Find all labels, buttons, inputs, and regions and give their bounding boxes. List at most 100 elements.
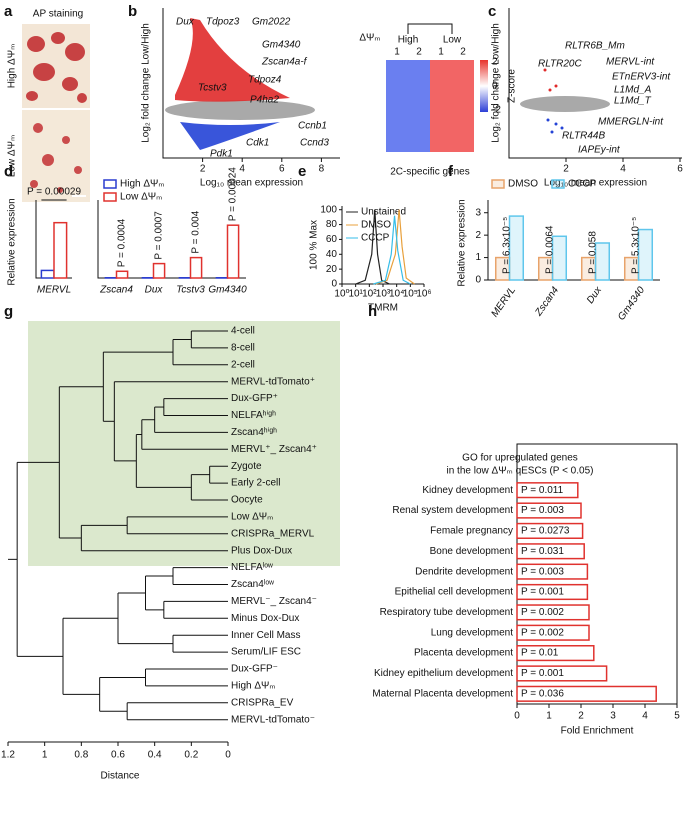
category-label: Kidney development: [422, 485, 513, 496]
legend-label: CCCP: [568, 179, 597, 190]
te-label: L1Md_T: [614, 96, 652, 107]
y-tick-label: 20: [326, 264, 338, 275]
gene-label: Ccnd3: [300, 138, 329, 149]
replicate-label: 1: [394, 47, 400, 58]
p-value: P = 0.004: [191, 210, 202, 253]
leaf-label: Oocyte: [231, 495, 263, 506]
category-label: Renal system development: [392, 505, 513, 516]
y-tick-label: 2: [475, 230, 481, 241]
gene-label: Cdk1: [246, 138, 269, 149]
x-tick-label: 10⁵: [403, 289, 418, 300]
gene-label: Pdk1: [210, 149, 233, 160]
x-tick-label: Dux: [145, 285, 164, 296]
bar: [516, 624, 590, 641]
leaf-label: NELFAˡᵒʷ: [231, 562, 273, 573]
x-tick-label: Tcstv3: [176, 285, 205, 296]
p-value: P = 0.001: [521, 587, 564, 598]
bar: [516, 583, 589, 601]
p-value: P = 0.003: [521, 505, 564, 516]
point-cloud: [165, 100, 315, 120]
x-tick-label: Zscan4: [99, 285, 133, 296]
bar: [516, 502, 582, 519]
bar: [516, 482, 579, 499]
colorbar-tick: 2: [492, 57, 498, 68]
up-points: [175, 18, 290, 102]
down-points: [546, 118, 564, 134]
heatmap-high: [386, 60, 430, 152]
x-tick-label: 0.4: [148, 750, 162, 761]
heatmap-low: [430, 60, 474, 152]
bar: [516, 604, 590, 621]
leaf-label: Dux-GFP⁺: [231, 393, 278, 404]
p-value: P = 5.3x10⁻⁵: [630, 217, 641, 274]
legend-swatch: [103, 192, 117, 202]
panel-label: b: [128, 3, 137, 20]
x-tick-label: 2: [563, 164, 569, 175]
x-tick-label: MERVL: [489, 285, 518, 319]
legend-label: High ΔΨₘ: [120, 179, 165, 190]
x-tick-label: 10⁴: [389, 289, 404, 300]
gene-label: Tcstv3: [198, 83, 227, 94]
panel-label: f: [448, 163, 454, 180]
leaf-label: MERVL⁻_ Zscan4⁻: [231, 596, 317, 607]
group-label: High: [398, 35, 419, 46]
panel-label: c: [488, 3, 496, 20]
axes: [508, 8, 682, 159]
colonies-low: [30, 123, 82, 193]
category-label: Kidney epithelium development: [374, 668, 513, 679]
leaf-label: MERVL-tdTomato⁻: [231, 714, 315, 725]
gene-label: P4ha2: [250, 95, 279, 106]
x-axis-label: Log₁₀ mean expression: [200, 178, 303, 189]
leaf-label: MERVL⁺_ Zscan4⁺: [231, 444, 317, 455]
panel-label: a: [4, 3, 13, 20]
x-tick-label: 4: [642, 711, 648, 722]
te-label: ETnERV3-int: [612, 72, 671, 83]
legend-swatch: [103, 179, 117, 189]
x-tick-label: 8: [319, 164, 325, 175]
bar: [551, 235, 568, 281]
replicate-label: 1: [438, 47, 444, 58]
gene-label: Gm4340: [262, 40, 301, 51]
category-label: Epithelial cell development: [395, 587, 514, 598]
te-label: L1Md_A: [614, 85, 652, 96]
leaf-label: NELFAʰⁱᵍʰ: [231, 410, 276, 421]
x-tick-label: Dux: [585, 284, 605, 306]
p-value: P = 0.031: [521, 546, 564, 557]
gene-label: Dux: [176, 17, 195, 28]
axes: [162, 8, 340, 159]
x-tick-label: 0.6: [111, 750, 125, 761]
leaf-label: Dux-GFP⁻: [231, 664, 278, 675]
x-tick-label: 6: [677, 164, 683, 175]
y-axis-label: Relative expression: [7, 198, 18, 285]
legend-swatch: [551, 179, 565, 189]
leaf-label: CRISPRa_MERVL: [231, 528, 315, 539]
gene-label: Gm2022: [252, 17, 291, 28]
p-value: P = 0.01: [521, 648, 559, 659]
te-label: RLTR44B: [562, 131, 605, 142]
category-label: Placenta development: [414, 648, 513, 659]
x-tick-label: 1.2: [1, 750, 15, 761]
x-tick-label: 10¹: [348, 289, 363, 300]
x-axis-label: Log₁₀ mean expression: [544, 178, 647, 189]
histogram-line: [373, 215, 411, 285]
x-tick-label: 2: [200, 164, 206, 175]
y-axis-label: Log₂ fold change Low/High: [491, 23, 502, 143]
p-value: P = 0.011: [521, 485, 564, 496]
colorbar-label: Z-score: [507, 69, 518, 103]
te-label: MMERGLN-int: [598, 117, 664, 128]
category-label: Female pregnancy: [430, 526, 513, 537]
x-tick-label: Zscan4: [533, 285, 562, 319]
heatmap-title: ΔΨₘ: [359, 33, 380, 44]
p-value: P = 0.00024: [228, 167, 239, 221]
bar: [516, 645, 595, 662]
replicate-label: 2: [416, 47, 422, 58]
x-tick-label: 6: [279, 164, 285, 175]
bar: [516, 665, 608, 682]
leaf-label: Early 2-cell: [231, 478, 280, 489]
leaf-label: Plus Dox-Dux: [231, 545, 292, 556]
x-tick-label: 4: [620, 164, 626, 175]
x-tick-label: 5: [674, 711, 680, 722]
category-label: Bone development: [430, 546, 514, 557]
axes: [341, 206, 424, 285]
gene-label: Zscan4a-f: [261, 57, 308, 68]
